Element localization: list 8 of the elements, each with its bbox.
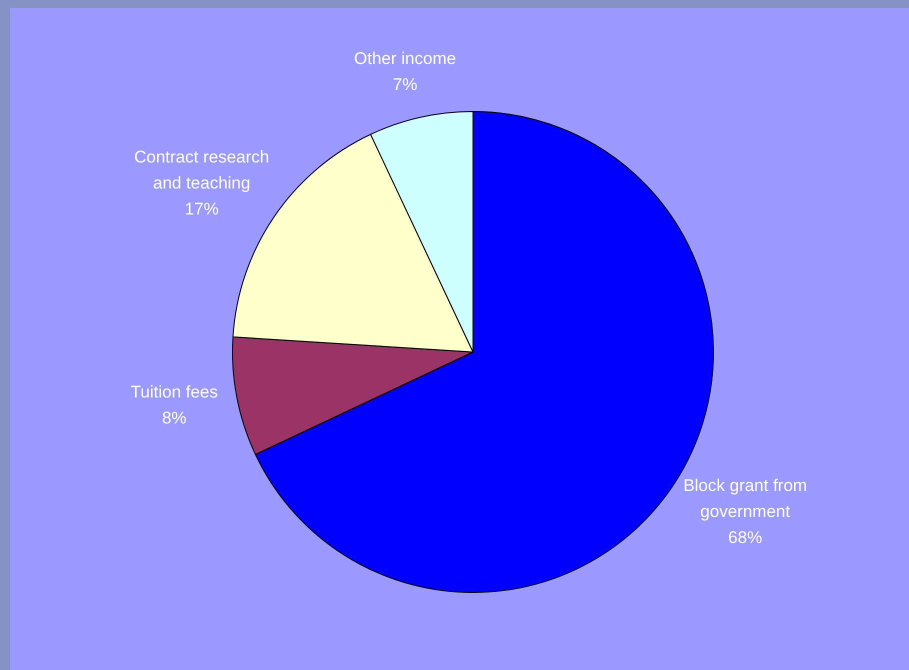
slice-label: Contract research and teaching xyxy=(134,147,270,192)
data-label: 7% xyxy=(392,75,418,94)
data-label: 8% xyxy=(162,408,187,428)
data-label: 68% xyxy=(728,528,762,548)
slice-label: Tuition fees xyxy=(130,382,218,402)
slice-label: Other income xyxy=(354,49,456,68)
slice-label: Block grant from government xyxy=(683,476,808,522)
data-label: 17% xyxy=(184,199,219,218)
